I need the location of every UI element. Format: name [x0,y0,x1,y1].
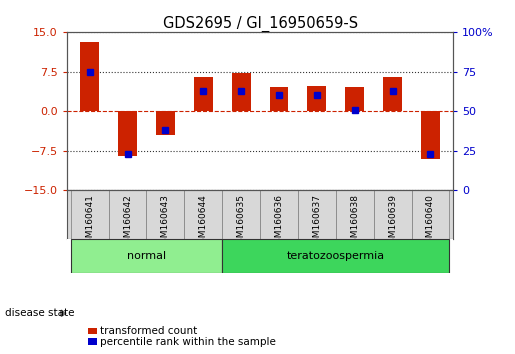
Text: normal: normal [127,251,166,261]
Bar [156,111,175,135]
Bar [80,42,99,111]
Bar [194,77,213,111]
Bar [118,111,137,156]
Bar [222,190,260,239]
Bar [411,190,450,239]
Bar [298,190,336,239]
Text: teratozoospermia: teratozoospermia [287,251,385,261]
Title: GDS2695 / GI_16950659-S: GDS2695 / GI_16950659-S [163,16,357,32]
Text: GSM160635: GSM160635 [236,194,246,249]
Text: GSM160643: GSM160643 [161,194,170,249]
Text: GSM160639: GSM160639 [388,194,397,249]
Text: GSM160644: GSM160644 [199,194,208,249]
Bar [109,190,146,239]
Bar [71,190,109,239]
Bar [374,190,411,239]
Text: GSM160640: GSM160640 [426,194,435,249]
Text: GSM160642: GSM160642 [123,194,132,249]
Bar [421,111,440,159]
Text: disease state: disease state [5,308,75,318]
Text: GSM160638: GSM160638 [350,194,359,249]
Bar [383,77,402,111]
Bar [222,239,450,273]
Text: GSM160637: GSM160637 [313,194,321,249]
Bar [336,190,374,239]
Bar [307,86,327,111]
Text: percentile rank within the sample: percentile rank within the sample [100,337,277,347]
Bar [146,190,184,239]
Bar [184,190,222,239]
Bar [269,87,288,111]
Bar [345,87,364,111]
Bar [71,239,222,273]
Text: GSM160641: GSM160641 [85,194,94,249]
Text: GSM160636: GSM160636 [274,194,284,249]
Bar [260,190,298,239]
Bar [232,73,251,111]
Text: transformed count: transformed count [100,326,198,336]
